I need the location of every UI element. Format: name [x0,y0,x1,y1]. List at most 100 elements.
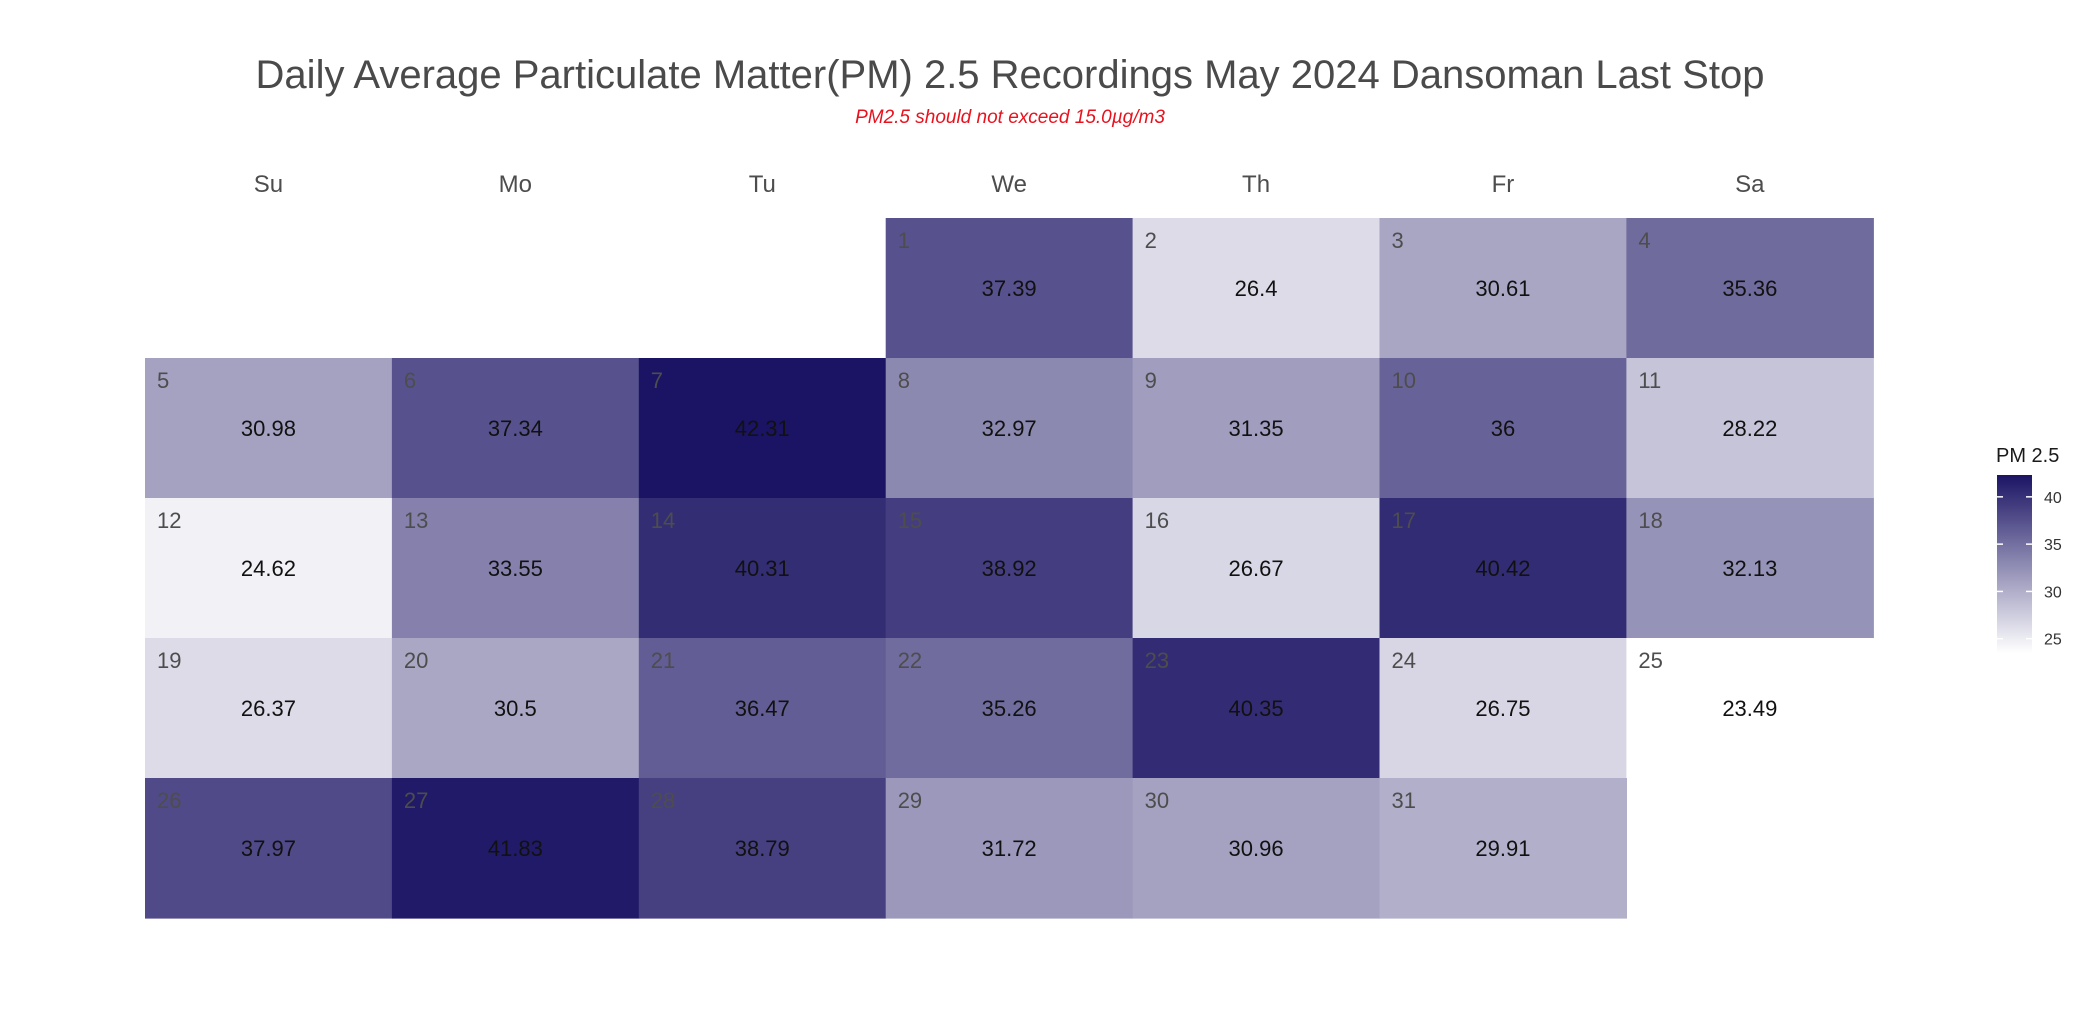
day-tile [1132,638,1381,779]
day-value-label: 30.61 [1475,276,1530,301]
day-cell-6: 637.34 [391,358,640,499]
day-value-label: 31.35 [1229,416,1284,441]
day-cell-12: 12 24.62 [145,498,393,639]
day-number: 5 [157,368,169,393]
day-value-label: 35.26 [982,696,1037,721]
day-tile [145,358,393,499]
day-cell-28: 28 38.79 [638,778,887,919]
day-cell-26: 26 37.97 [145,778,393,919]
day-number: 21 [651,648,675,673]
day-value-label: 42.31 [735,416,790,441]
day-cell-11: 11 28.22 [1626,358,1874,499]
day-tile [391,358,640,499]
day-value-label: 31.72 [982,836,1037,861]
day-cell-17: 17 40.42 [1379,498,1627,639]
day-number: 2 [1145,228,1157,253]
day-cell-21: 21 36.47 [638,638,887,779]
day-tile [638,358,887,499]
weekday-headers: Su Mo Tu We Th Fr Sa [254,171,1765,198]
day-tile [1132,218,1381,359]
day-tile [145,638,393,779]
day-value-label: 35.36 [1722,276,1777,301]
day-tile [885,778,1134,919]
day-value-label: 30.98 [241,416,296,441]
day-tile [1379,778,1627,919]
day-number: 7 [651,368,663,393]
legend-ticks: 25 30 35 40 [1997,490,2062,649]
day-tile [145,498,393,639]
legend-title: PM 2.5 [1996,445,2059,467]
day-value-label: 32.13 [1722,556,1777,581]
day-tile [1379,498,1627,639]
day-number: 9 [1145,368,1157,393]
day-tile [638,638,887,779]
legend-tick-label: 30 [2044,584,2062,601]
day-tile [145,778,393,919]
day-number: 25 [1638,648,1662,673]
day-number: 28 [651,788,675,813]
day-number: 13 [404,508,428,533]
day-value-label: 30.5 [494,696,537,721]
day-cell-29: 29 31.72 [885,778,1134,919]
day-tile [1132,498,1381,639]
day-tile [1626,218,1874,359]
day-number: 23 [1145,648,1169,673]
day-value-label: 24.62 [241,556,296,581]
day-number: 27 [404,788,428,813]
day-number: 24 [1392,648,1416,673]
day-cell-15: 15 38.92 [885,498,1134,639]
day-number: 10 [1392,368,1416,393]
day-value-label: 36.47 [735,696,790,721]
day-cell-13: 13 33.55 [391,498,640,639]
day-number: 31 [1392,788,1416,813]
weekday-label-fr: Fr [1492,171,1515,198]
day-tile [885,358,1134,499]
weekday-label-sa: Sa [1735,171,1765,198]
day-tile [638,498,887,639]
day-value-label: 23.49 [1722,696,1777,721]
day-cell-31: 31 29.91 [1379,778,1627,919]
day-number: 17 [1392,508,1416,533]
day-tile [1626,358,1874,499]
day-value-label: 37.39 [982,276,1037,301]
day-tile [885,638,1134,779]
day-tile [1132,358,1381,499]
day-cell-5: 530.98 [145,358,393,499]
day-tile [1132,778,1381,919]
day-number: 12 [157,508,181,533]
day-cell-20: 20 30.5 [391,638,640,779]
day-cell-9: 931.35 [1132,358,1381,499]
day-value-label: 26.75 [1475,696,1530,721]
day-tile [638,778,887,919]
day-cell-27: 27 41.83 [391,778,640,919]
calendar-cells: 137.39226.4330.61435.36530.98637.34742.3… [145,218,1874,919]
day-value-label: 40.31 [735,556,790,581]
weekday-label-we: We [991,171,1027,198]
day-value-label: 26.4 [1235,276,1278,301]
day-cell-18: 18 32.13 [1626,498,1874,639]
day-cell-10: 10 36 [1379,358,1627,499]
day-tile [1379,358,1627,499]
weekday-label-th: Th [1242,171,1270,198]
day-value-label: 37.34 [488,416,543,441]
day-cell-30: 30 30.96 [1132,778,1381,919]
day-number: 30 [1145,788,1169,813]
day-number: 1 [898,228,910,253]
weekday-label-su: Su [254,171,283,198]
legend-tick-label: 35 [2044,537,2062,554]
day-tile [1626,498,1874,639]
day-value-label: 36 [1491,416,1515,441]
day-value-label: 40.35 [1229,696,1284,721]
day-cell-24: 24 26.75 [1379,638,1627,779]
day-number: 29 [898,788,922,813]
day-cell-22: 22 35.26 [885,638,1134,779]
legend-colorbar [1997,475,2032,653]
day-value-label: 32.97 [982,416,1037,441]
day-number: 16 [1145,508,1169,533]
day-value-label: 28.22 [1722,416,1777,441]
day-number: 15 [898,508,922,533]
day-value-label: 30.96 [1229,836,1284,861]
day-value-label: 37.97 [241,836,296,861]
day-number: 11 [1638,368,1661,393]
